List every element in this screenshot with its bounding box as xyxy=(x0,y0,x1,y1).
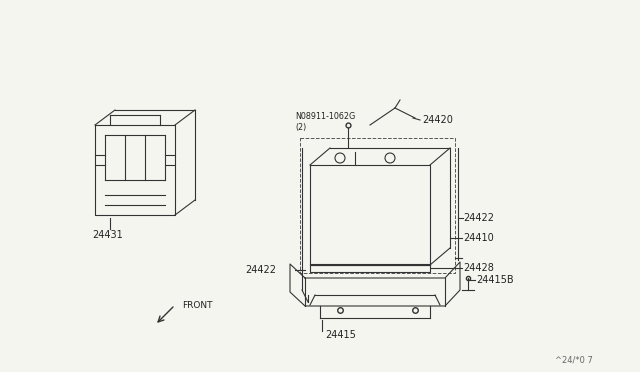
Text: 24422: 24422 xyxy=(463,213,494,223)
Text: 24415: 24415 xyxy=(325,330,356,340)
Text: 24428: 24428 xyxy=(463,263,494,273)
Text: N08911-1062G
(2): N08911-1062G (2) xyxy=(295,112,355,132)
Text: FRONT: FRONT xyxy=(182,301,212,311)
Text: 24431: 24431 xyxy=(93,230,124,240)
Text: 24420: 24420 xyxy=(422,115,453,125)
Text: 24422: 24422 xyxy=(245,265,276,275)
Text: 24410: 24410 xyxy=(463,233,493,243)
Text: ^24/*0 7: ^24/*0 7 xyxy=(555,356,593,365)
Bar xyxy=(310,264,430,272)
Text: 24415B: 24415B xyxy=(476,275,514,285)
Bar xyxy=(300,138,455,273)
